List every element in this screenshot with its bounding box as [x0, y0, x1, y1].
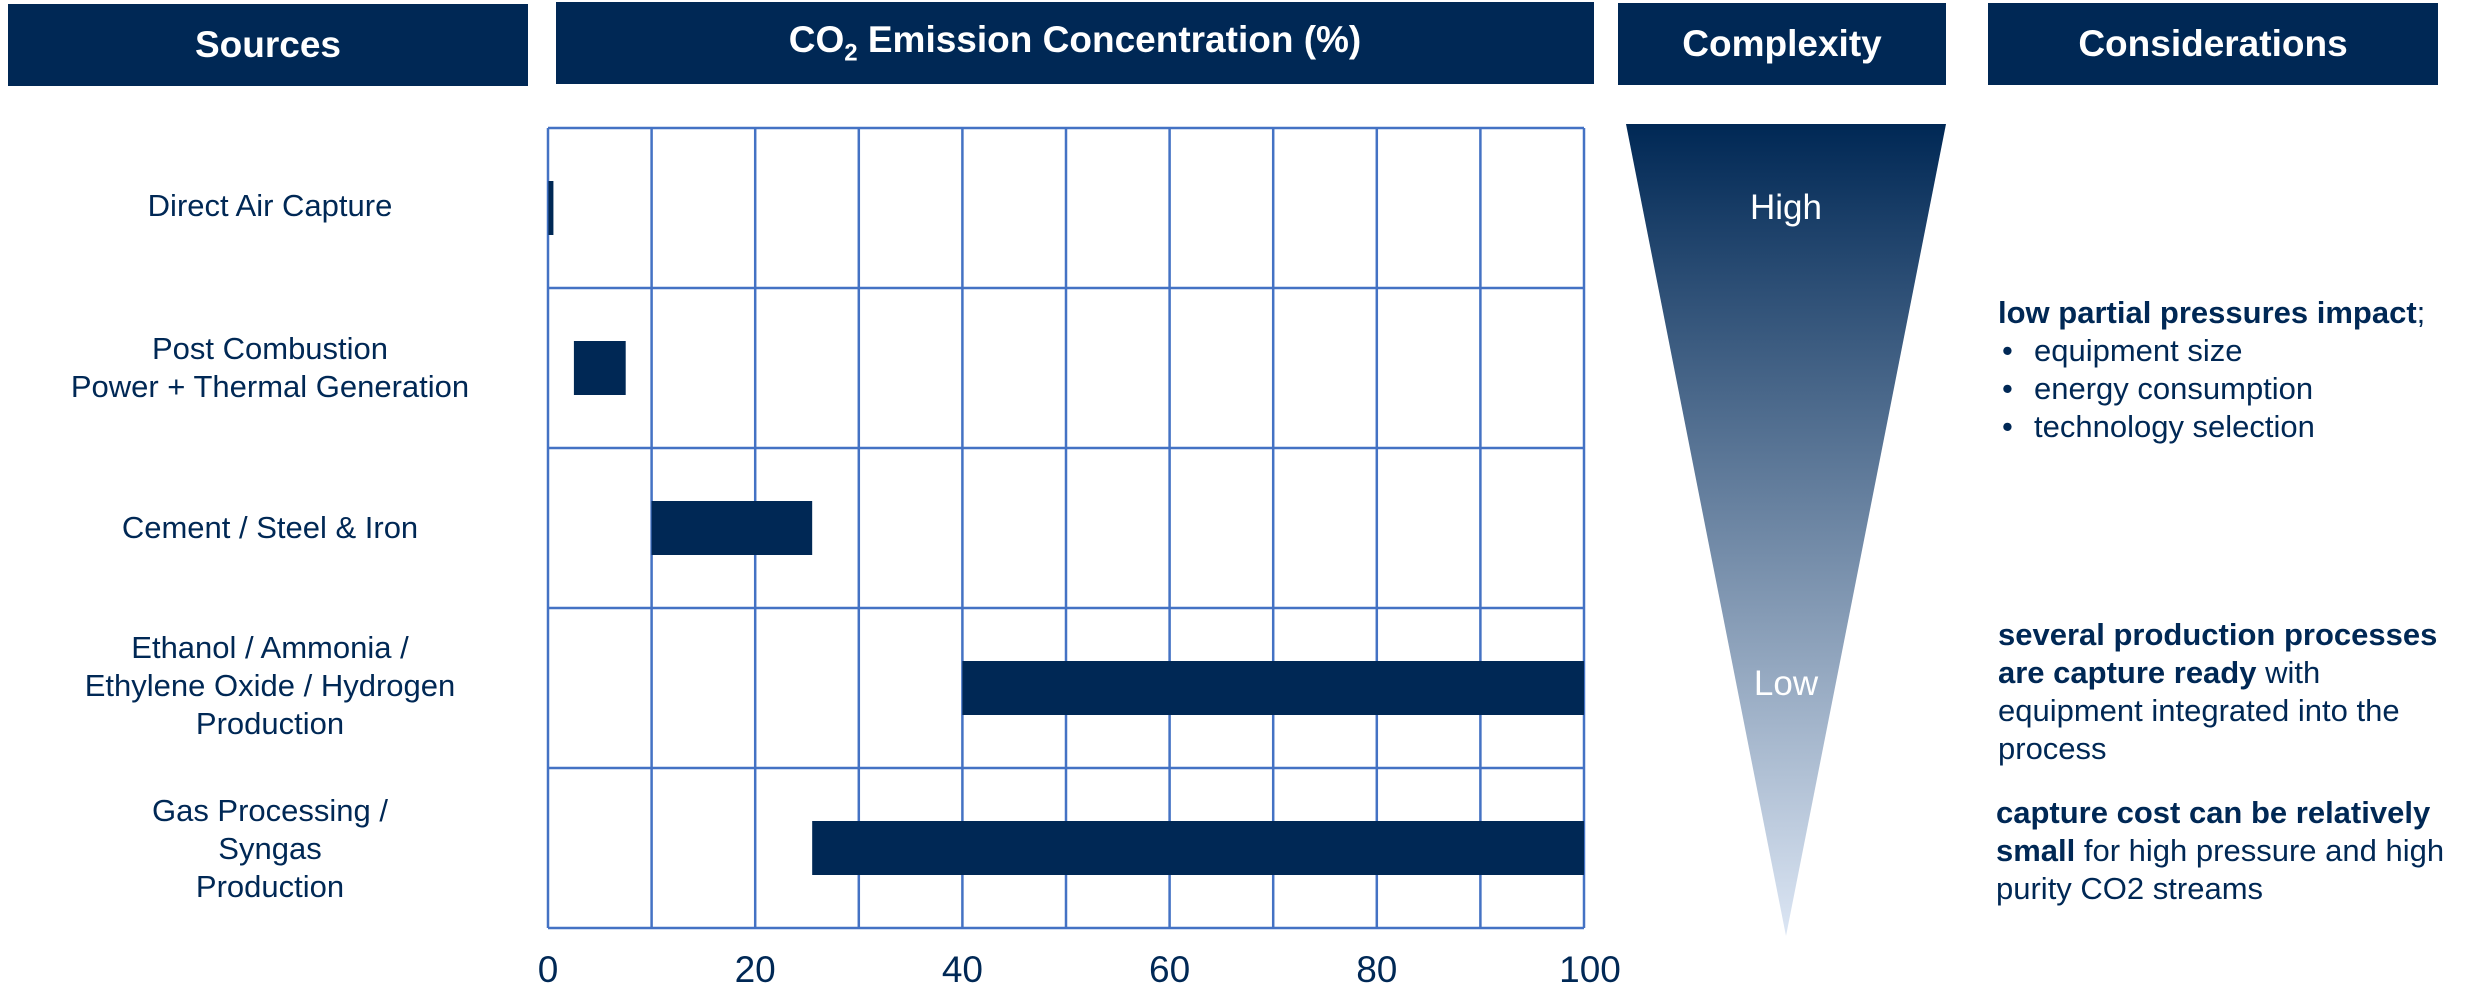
x-tick-label: 80 [1356, 949, 1397, 990]
chart-bars [548, 181, 1584, 875]
complexity-low-label: Low [1753, 664, 1819, 703]
sources-header-label: Sources [194, 24, 341, 65]
source-label-ethanol-ammonia: Ethanol / Ammonia / Ethylene Oxide / Hyd… [20, 629, 520, 743]
sources-header: Sources [8, 4, 528, 86]
source-label-gas-processing: Gas Processing / Syngas Production [20, 792, 520, 906]
consideration-low-pressure: low partial pressures impact; equipment … [1998, 294, 2468, 446]
source-label-direct-air-capture: Direct Air Capture [20, 187, 520, 225]
source-line: Production [195, 706, 345, 741]
consideration-bold: capture cost can be relatively small [1996, 795, 2431, 868]
consideration-bullet: energy consumption [1998, 370, 2468, 408]
x-axis-ticks: 0 20 40 60 80 100 [538, 949, 1621, 990]
co2-header-rest: Emission Concentration (%) [857, 18, 1362, 60]
bar-1 [573, 341, 626, 395]
consideration-bold: several production processes are capture… [1998, 617, 2438, 690]
consideration-tail: for high pressure and high purity CO2 st… [1996, 833, 2445, 906]
consideration-bold: low partial pressures impact [1998, 295, 2417, 330]
bar-0 [548, 181, 554, 235]
x-tick-label: 20 [735, 949, 776, 990]
considerations-header: Considerations [1988, 3, 2438, 85]
source-line: Ethanol / Ammonia / [131, 630, 409, 665]
consideration-tail: ; [2416, 295, 2426, 330]
complexity-triangle [1626, 124, 1946, 936]
bar-2 [651, 501, 813, 555]
complexity-high-label: High [1750, 188, 1822, 227]
source-line: Cement / Steel & Iron [121, 510, 419, 545]
consideration-capture-ready: several production processes are capture… [1998, 616, 2468, 768]
x-tick-label: 60 [1149, 949, 1190, 990]
x-tick-label: 0 [538, 949, 559, 990]
source-line: Production [195, 869, 345, 904]
source-label-cement-steel: Cement / Steel & Iron [20, 509, 520, 547]
consideration-capture-cost: capture cost can be relatively small for… [1996, 794, 2470, 908]
complexity-header: Complexity [1618, 3, 1946, 85]
source-line: Post Combustion [151, 331, 389, 366]
source-line: Syngas [218, 831, 322, 866]
co2-concentration-header: CO2 Emission Concentration (%) [556, 2, 1594, 84]
co2-header-co: CO [788, 18, 845, 60]
source-line: Power + Thermal Generation [70, 369, 470, 404]
x-tick-label: 40 [942, 949, 983, 990]
bar-4 [812, 821, 1584, 875]
source-line: Direct Air Capture [147, 188, 393, 223]
source-label-post-combustion: Post Combustion Power + Thermal Generati… [20, 330, 520, 406]
co2-header-subscript: 2 [844, 39, 858, 67]
consideration-bullet: equipment size [1998, 332, 2468, 370]
source-line: Gas Processing / [151, 793, 389, 828]
bar-3 [962, 661, 1584, 715]
source-line: Ethylene Oxide / Hydrogen [84, 668, 456, 703]
co2-header-label: CO2 Emission Concentration (%) [789, 19, 1362, 67]
complexity-header-label: Complexity [1682, 23, 1882, 64]
x-tick-label: 100 [1559, 949, 1621, 990]
consideration-tail: with equipment integrated into the proce… [1998, 655, 2400, 766]
considerations-header-label: Considerations [2078, 23, 2348, 64]
consideration-bullet: technology selection [1998, 408, 2468, 446]
